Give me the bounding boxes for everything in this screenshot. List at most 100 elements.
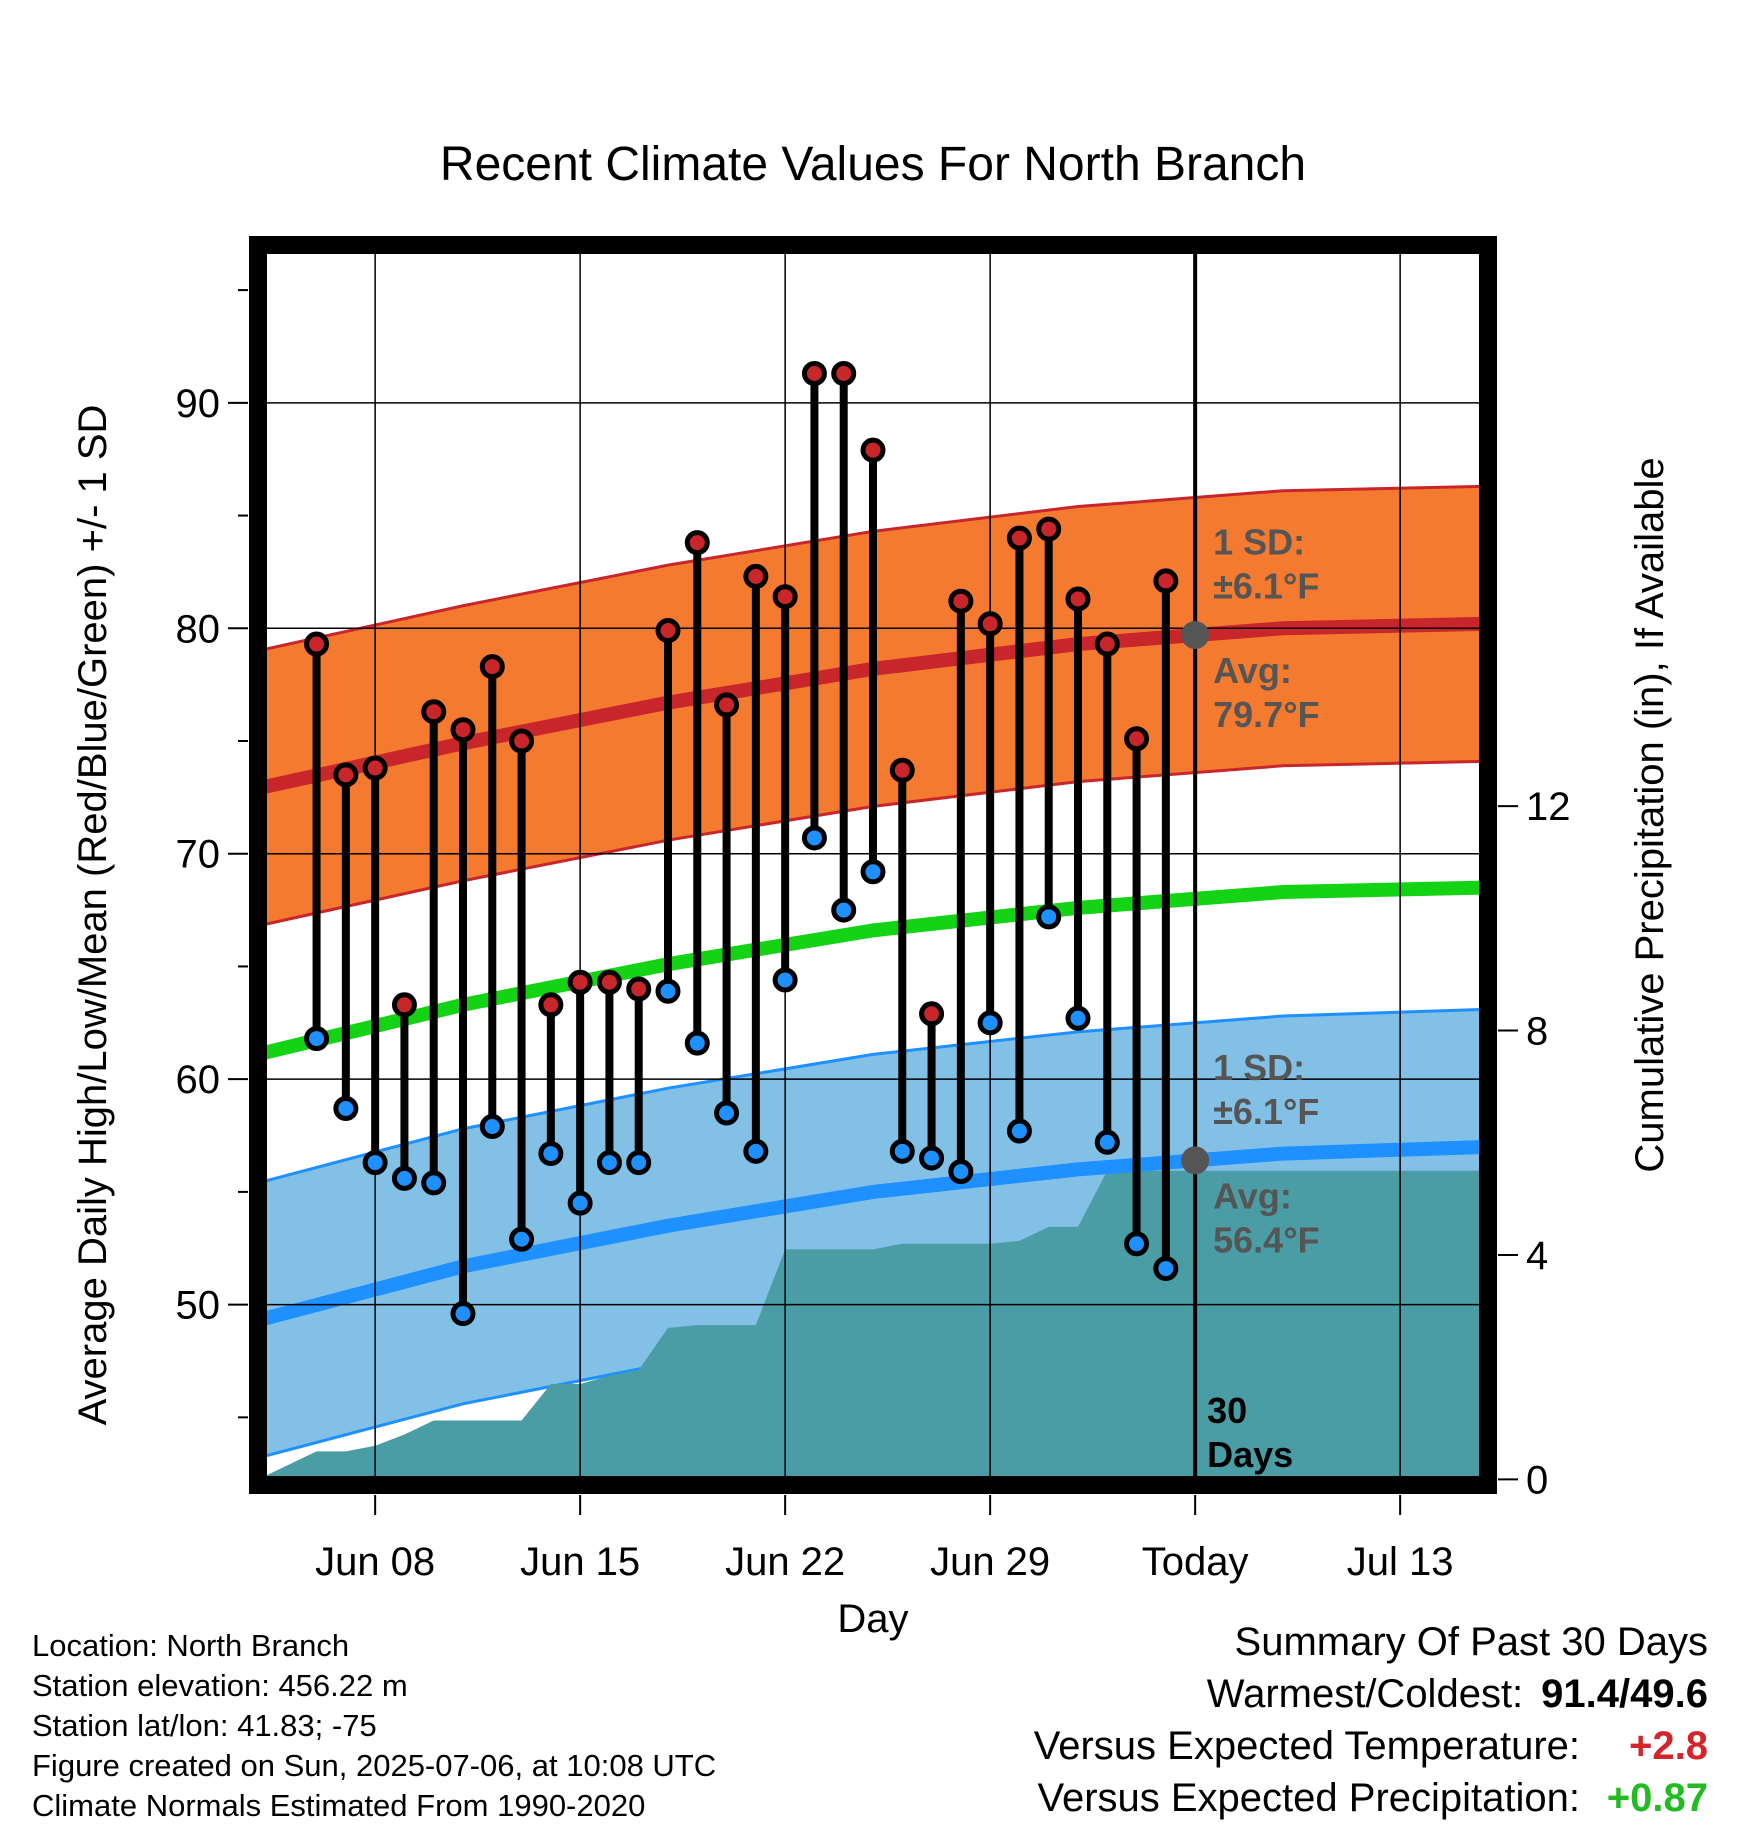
- daily-high-point: [626, 976, 652, 1002]
- precip-anomaly-value: +0.87: [1606, 1776, 1708, 1820]
- daily-high-point: [450, 717, 476, 743]
- y-tick-label: 90: [176, 382, 221, 426]
- daily-low-point: [919, 1145, 945, 1171]
- daily-high-point: [1036, 516, 1062, 542]
- warm-cold-label: Warmest/Coldest:: [1206, 1672, 1524, 1716]
- daily-high-point: [860, 437, 886, 463]
- daily-low-point: [391, 1165, 417, 1191]
- daily-low-point: [977, 1010, 1003, 1036]
- latlon-text: Station lat/lon: 41.83; -75: [32, 1708, 377, 1743]
- daily-low-point: [1006, 1118, 1032, 1144]
- x-tick-label: Today: [1142, 1540, 1249, 1584]
- precip-anomaly-label: Versus Expected Precipitation:: [1037, 1776, 1580, 1820]
- daily-low-point: [362, 1150, 388, 1176]
- daily-high-point: [919, 1001, 945, 1027]
- y2-tick-label: 4: [1526, 1234, 1548, 1278]
- high-avg-label: Avg:: [1213, 650, 1292, 691]
- days-word-label: Days: [1207, 1434, 1293, 1475]
- daily-high-point: [304, 631, 330, 657]
- daily-low-point: [1065, 1005, 1091, 1031]
- daily-high-point: [714, 692, 740, 718]
- daily-high-point: [743, 563, 769, 589]
- high-avg-value: 79.7°F: [1213, 694, 1319, 735]
- y-tick-label: 70: [176, 833, 221, 877]
- elevation-text: Station elevation: 456.22 m: [32, 1668, 408, 1703]
- summary-panel: Summary Of Past 30 Days Warmest/Coldest:…: [1034, 1616, 1708, 1824]
- y-tick-label: 80: [176, 607, 221, 651]
- x-axis-title: Day: [837, 1597, 908, 1641]
- y-tick-label: 50: [176, 1284, 221, 1328]
- high-sd-label: 1 SD:: [1213, 522, 1305, 563]
- daily-low-point: [596, 1150, 622, 1176]
- daily-low-point: [1036, 904, 1062, 930]
- low-avg-label: Avg:: [1213, 1175, 1292, 1216]
- daily-low-point: [538, 1141, 564, 1167]
- daily-high-point: [1065, 586, 1091, 612]
- plot-frame: [249, 236, 1497, 1494]
- daily-low-point: [684, 1030, 710, 1056]
- daily-high-point: [889, 757, 915, 783]
- daily-high-point: [538, 992, 564, 1018]
- x-tick-label: Jun 08: [315, 1540, 435, 1584]
- daily-low-point: [479, 1114, 505, 1140]
- daily-high-point: [421, 699, 447, 725]
- daily-high-point: [509, 728, 535, 754]
- daily-low-point: [801, 825, 827, 851]
- x-tick-label: Jun 29: [930, 1540, 1050, 1584]
- daily-high-point: [1006, 525, 1032, 551]
- station-info: Location: North Branch Station elevation…: [32, 1626, 716, 1826]
- daily-low-point: [450, 1301, 476, 1327]
- temp-anomaly-value: +2.8: [1629, 1724, 1708, 1768]
- days-count-label: 30: [1207, 1390, 1247, 1431]
- warm-cold-value: 91.4/49.6: [1541, 1672, 1708, 1716]
- y-axis-title: Average Daily High/Low/Mean (Red/Blue/Gr…: [71, 405, 115, 1426]
- daily-high-point: [333, 762, 359, 788]
- daily-low-point: [509, 1226, 535, 1252]
- today-low-avg-dot: [1181, 1146, 1210, 1175]
- y2-tick-label: 8: [1526, 1010, 1548, 1054]
- daily-high-point: [655, 618, 681, 644]
- x-tick-label: Jun 15: [520, 1540, 640, 1584]
- daily-low-point: [831, 897, 857, 923]
- daily-high-point: [1094, 631, 1120, 657]
- daily-high-point: [567, 969, 593, 995]
- daily-low-point: [421, 1170, 447, 1196]
- daily-high-point: [772, 584, 798, 610]
- daily-high-point: [596, 969, 622, 995]
- daily-low-point: [1153, 1256, 1179, 1282]
- daily-high-point: [1153, 568, 1179, 594]
- normals-text: Climate Normals Estimated From 1990-2020: [32, 1788, 646, 1823]
- daily-high-point: [684, 530, 710, 556]
- low-sd-label: 1 SD:: [1213, 1047, 1305, 1088]
- temp-anomaly-label: Versus Expected Temperature:: [1033, 1724, 1580, 1768]
- daily-high-point: [1124, 726, 1150, 752]
- daily-low-point: [860, 859, 886, 885]
- daily-low-point: [1094, 1129, 1120, 1155]
- daily-high-point: [391, 992, 417, 1018]
- daily-high-point: [362, 755, 388, 781]
- summary-temp-row: Versus Expected Temperature: +2.8: [1034, 1720, 1708, 1772]
- high-sd-value: ±6.1°F: [1213, 566, 1319, 607]
- y2-tick-label: 12: [1526, 785, 1571, 829]
- y2-axis-title: Cumulative Precipitation (in), If Availa…: [1628, 457, 1672, 1172]
- daily-low-point: [333, 1095, 359, 1121]
- today-high-avg-dot: [1181, 621, 1210, 650]
- daily-low-point: [889, 1138, 915, 1164]
- low-sd-value: ±6.1°F: [1213, 1091, 1319, 1132]
- summary-warm-cold-row: Warmest/Coldest: 91.4/49.6: [1034, 1668, 1708, 1720]
- location-text: Location: North Branch: [32, 1628, 350, 1663]
- daily-high-point: [479, 654, 505, 680]
- daily-high-point: [948, 588, 974, 614]
- created-text: Figure created on Sun, 2025-07-06, at 10…: [32, 1748, 717, 1783]
- daily-high-point: [977, 611, 1003, 637]
- y2-tick-label: 0: [1526, 1458, 1548, 1502]
- daily-low-point: [655, 978, 681, 1004]
- y-tick-label: 60: [176, 1058, 221, 1102]
- daily-low-point: [743, 1138, 769, 1164]
- daily-low-point: [948, 1159, 974, 1185]
- daily-low-point: [772, 967, 798, 993]
- daily-low-point: [567, 1190, 593, 1216]
- daily-low-point: [626, 1150, 652, 1176]
- chart-title: Recent Climate Values For North Branch: [440, 138, 1306, 191]
